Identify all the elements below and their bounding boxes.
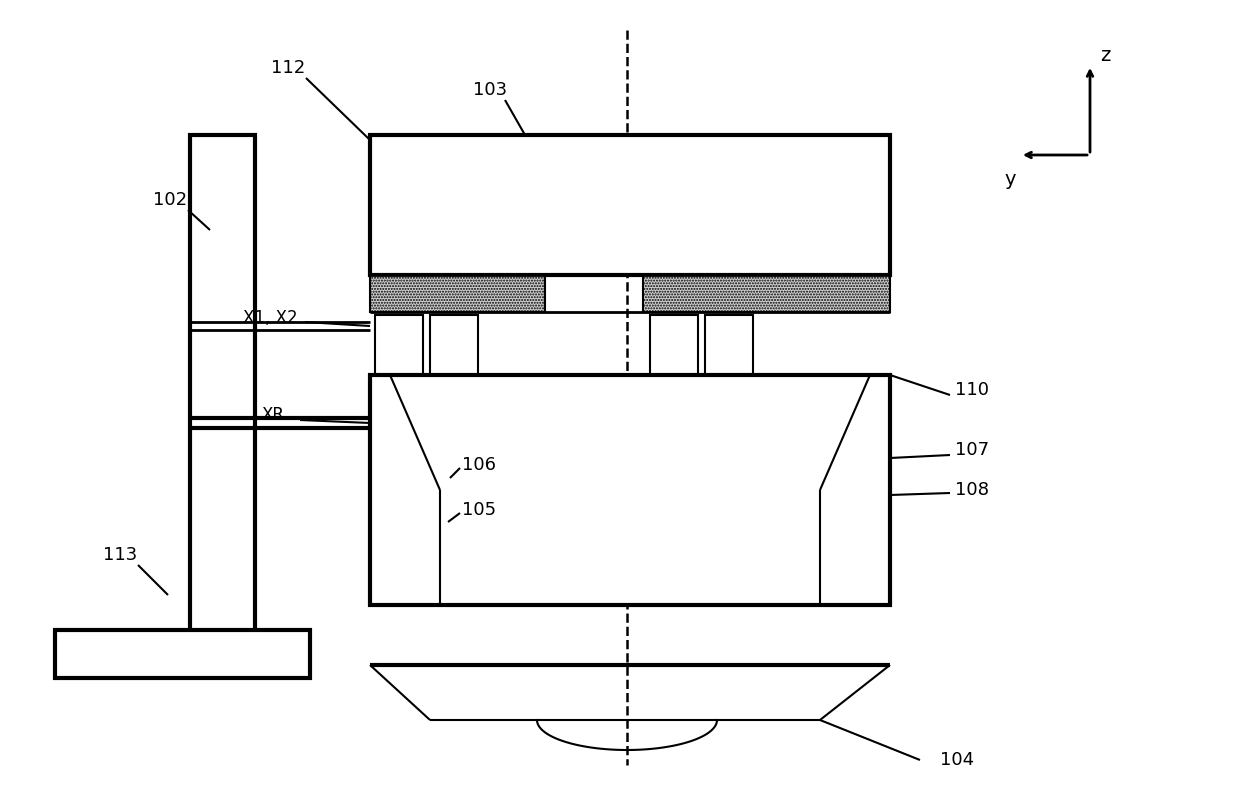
Text: 108: 108	[955, 481, 990, 499]
Text: 107: 107	[955, 441, 990, 459]
Text: 110: 110	[955, 381, 990, 399]
Bar	[370, 135, 890, 275]
Bar	[370, 375, 890, 605]
Bar	[55, 630, 310, 678]
Text: 113: 113	[103, 546, 138, 564]
Bar	[706, 315, 753, 375]
Text: z: z	[1100, 45, 1110, 65]
Text: 112: 112	[270, 59, 305, 77]
Bar	[644, 275, 890, 312]
Text: y: y	[1004, 170, 1016, 189]
Text: 105: 105	[463, 501, 496, 519]
Text: 106: 106	[463, 456, 496, 474]
Text: XR: XR	[262, 406, 284, 424]
Text: X1, X2: X1, X2	[243, 309, 298, 327]
Bar	[374, 315, 423, 375]
Text: 102: 102	[153, 191, 187, 209]
Text: 103: 103	[472, 81, 507, 99]
Bar	[650, 315, 698, 375]
Text: 104: 104	[940, 751, 975, 769]
Bar	[190, 135, 255, 640]
Bar	[370, 275, 546, 312]
Bar	[430, 315, 477, 375]
